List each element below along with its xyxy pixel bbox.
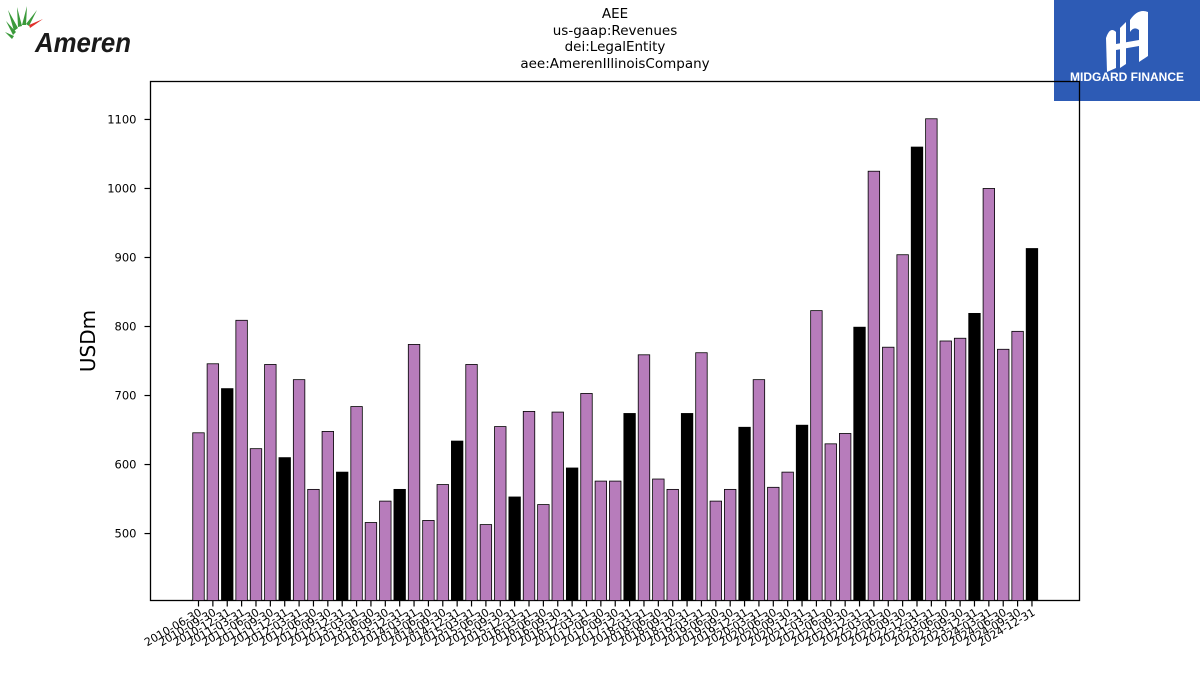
y-axis: 500 600 700 800 900 1000 1100	[107, 112, 151, 541]
ameren-rays-icon	[5, 6, 43, 39]
bar-annual	[738, 426, 751, 601]
y-tick-label: 500	[115, 527, 137, 541]
bar-quarter	[824, 443, 837, 601]
bar-quarter	[264, 364, 277, 601]
bar-quarter	[839, 433, 852, 601]
bar-quarter	[982, 188, 995, 601]
bar-annual	[393, 488, 406, 601]
bar-annual	[910, 146, 924, 601]
bar-quarter	[379, 500, 392, 601]
bar-quarter	[594, 480, 608, 601]
bar-quarter	[465, 364, 478, 601]
y-tick-label: 900	[115, 250, 137, 264]
ameren-logo-text: Ameren	[34, 27, 131, 56]
bar-annual	[508, 496, 521, 601]
y-tick-label: 1100	[107, 112, 136, 126]
bar-quarter	[407, 344, 421, 601]
bar-quarter	[695, 352, 708, 601]
bar-quarter	[781, 471, 794, 601]
bar-quarter	[637, 354, 651, 601]
bar-quarter	[235, 319, 248, 601]
y-tick-label: 600	[115, 458, 137, 472]
bar-quarter	[709, 500, 722, 601]
bar-quarter	[292, 379, 306, 601]
bar-quarter	[867, 170, 881, 601]
bar-quarter	[939, 340, 952, 601]
title-line-member: aee:AmerenIllinoisCompany	[520, 55, 710, 72]
bar-annual	[451, 440, 464, 601]
bar-annual	[221, 388, 234, 601]
y-axis-label: USDm	[76, 310, 100, 372]
midgard-icon: MIDGARD FINANCE	[1070, 11, 1184, 84]
bar-quarter	[494, 426, 507, 601]
bar-quarter	[321, 431, 334, 601]
y-tick-label: 1000	[107, 181, 136, 195]
bar-quarter	[206, 363, 220, 601]
midgard-finance-logo: MIDGARD FINANCE	[1054, 0, 1200, 101]
bar-quarter	[192, 432, 205, 601]
ameren-logo: Ameren	[5, 6, 131, 56]
bar-quarter	[364, 522, 378, 601]
bar-annual	[795, 424, 809, 601]
bar-quarter	[810, 310, 823, 601]
bars	[192, 118, 1039, 601]
bar-quarter	[522, 410, 536, 601]
bar-quarter	[666, 488, 679, 601]
bar-quarter	[479, 524, 493, 601]
bar-quarter	[724, 488, 737, 601]
bar-annual	[853, 326, 866, 601]
bar-quarter	[249, 448, 263, 601]
bar-quarter	[752, 379, 766, 601]
title-line-dimension: dei:LegalEntity	[564, 39, 666, 55]
bar-quarter	[652, 478, 665, 601]
bar-quarter	[350, 406, 363, 601]
bar-annual	[623, 413, 636, 601]
bar-quarter	[436, 484, 449, 601]
bar-quarter	[767, 486, 780, 601]
bar-annual	[336, 471, 349, 601]
bar-quarter	[925, 118, 938, 601]
bar-annual	[565, 467, 579, 601]
x-axis: 2010-06-302010-09-302010-12-312011-03-31…	[142, 600, 1037, 649]
bar-annual	[968, 312, 981, 601]
bar-annual	[278, 457, 291, 601]
bar-quarter	[537, 504, 550, 601]
bar-quarter	[580, 393, 593, 601]
bar-quarter	[882, 346, 895, 601]
title-line-ticker: AEE	[601, 6, 629, 22]
bar-annual	[1025, 248, 1039, 601]
bar-quarter	[551, 411, 564, 601]
bar-annual	[680, 413, 694, 601]
chart-title: AEE us-gaap:Revenues dei:LegalEntity aee…	[415, 6, 815, 72]
bar-quarter	[1011, 330, 1024, 601]
title-line-concept: us-gaap:Revenues	[552, 22, 678, 39]
y-tick-label: 700	[115, 389, 137, 403]
bar-quarter	[953, 337, 967, 601]
midgard-logo-text: MIDGARD FINANCE	[1070, 70, 1184, 84]
bar-quarter	[307, 488, 320, 601]
bar-quarter	[422, 520, 435, 601]
bar-quarter	[997, 348, 1010, 601]
y-tick-label: 800	[115, 320, 137, 334]
bar-quarter	[609, 480, 622, 601]
bar-quarter	[896, 254, 909, 601]
